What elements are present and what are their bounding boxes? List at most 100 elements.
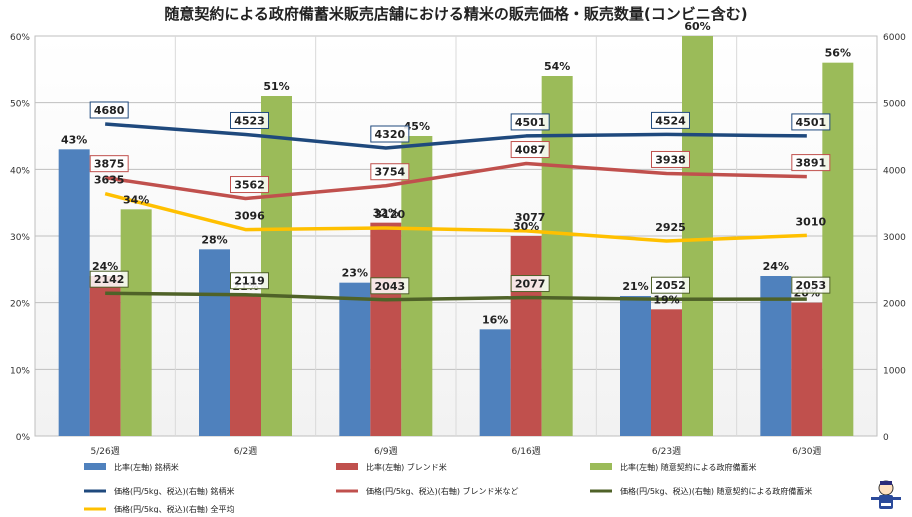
line-value-label-box <box>230 176 269 194</box>
line-value-label-box <box>510 275 550 293</box>
bar <box>230 296 261 436</box>
right-axis-tick-label: 2000 <box>883 300 906 310</box>
line-value-label: 2119 <box>234 275 265 288</box>
line-value-label: 3077 <box>515 211 546 224</box>
right-axis-tick-label: 1000 <box>883 366 906 376</box>
legend-label: 価格(円/5kg、税込)(右軸) 随意契約による政府備蓄米 <box>620 486 812 496</box>
right-axis-tick-label: 0 <box>883 433 889 443</box>
right-axis-tick-label: 3000 <box>883 233 906 243</box>
bar <box>261 96 292 436</box>
series-line <box>105 122 807 150</box>
line-value-label: 3120 <box>375 208 406 221</box>
legend-label: 比率(左軸) 随意契約による政府備蓄米 <box>620 462 757 472</box>
line-value-label: 4524 <box>655 114 686 127</box>
line-value-label: 3010 <box>796 215 827 228</box>
line-value-label: 4523 <box>234 114 265 127</box>
series-line <box>104 191 807 243</box>
line-value-label-box <box>230 111 269 129</box>
left-axis-tick-label: 60% <box>10 33 30 43</box>
bar-value-label: 21% <box>622 280 648 293</box>
line-value-label: 3754 <box>375 166 406 179</box>
category-label: 6/23週 <box>652 446 681 457</box>
bar-value-label: 32% <box>373 207 399 220</box>
line-value-label-box <box>230 272 269 290</box>
line-value-label: 4501 <box>796 116 827 129</box>
legend-swatch <box>590 463 612 470</box>
line-value-label: 2925 <box>655 221 686 234</box>
line-value-label: 4501 <box>515 116 546 129</box>
line-value-label: 2142 <box>94 273 125 286</box>
bar-value-label: 51% <box>263 80 289 93</box>
line-value-label: 2053 <box>796 279 827 292</box>
bar <box>370 222 402 436</box>
legend-label: 価格(円/5kg、税込)(右軸) 銘柄米 <box>114 486 235 496</box>
legend-label: 価格(円/5kg、税込)(右軸) ブレンド米など <box>366 486 519 496</box>
line-value-label: 3562 <box>234 179 265 192</box>
axis-layer: 0% 0 10% 1000 20% 2000 30% 3000 40% 4000 50% 5000 60… <box>10 33 906 457</box>
category-label: 6/9週 <box>374 446 398 457</box>
line-value-label-box <box>651 276 690 294</box>
bar <box>620 296 651 436</box>
line-value-label-box <box>510 113 550 131</box>
line-value-label: 2077 <box>515 278 546 291</box>
line-value-label: 3875 <box>94 158 125 171</box>
line-value-label: 2052 <box>655 279 686 292</box>
bar-value-label: 19% <box>653 293 679 306</box>
line-value-label-box <box>89 155 129 173</box>
line-value-label-box <box>510 141 550 159</box>
right-axis-tick-label: 5000 <box>883 100 906 110</box>
bar-value-label: 34% <box>123 193 149 206</box>
line-value-label: 3635 <box>94 174 125 187</box>
line-value-label: 3096 <box>234 210 265 223</box>
line-value-label-box <box>89 270 129 288</box>
legend-label: 比率(左軸) 銘柄米 <box>114 462 179 472</box>
category-label: 5/26週 <box>91 446 120 457</box>
bar-value-label: 24% <box>92 260 118 273</box>
category-label: 6/30週 <box>792 446 821 457</box>
series-line <box>104 161 807 201</box>
line-value-label: 3891 <box>796 157 827 170</box>
right-axis-tick-label: 4000 <box>883 166 906 176</box>
left-axis-tick-label: 10% <box>10 366 30 376</box>
label-layer: 43%28%23%16%21%24%24%21%32%30%19%20%34%5… <box>61 20 851 326</box>
left-axis-tick-label: 30% <box>10 233 30 243</box>
left-axis-tick-label: 40% <box>10 166 30 176</box>
bar-value-label: 60% <box>684 20 710 33</box>
bar <box>760 276 792 436</box>
line-value-label-box <box>370 277 410 295</box>
bar-value-label: 54% <box>544 60 570 73</box>
bar-value-label: 56% <box>825 47 851 60</box>
line-value-label-box <box>791 276 831 294</box>
bar-value-label: 45% <box>404 120 430 133</box>
bar-layer <box>58 36 854 437</box>
line-value-label-box <box>791 154 831 172</box>
category-label: 6/16週 <box>512 446 541 457</box>
bar-value-label: 24% <box>763 260 789 273</box>
right-axis-tick-label: 6000 <box>883 33 906 43</box>
left-axis-tick-label: 50% <box>10 100 30 110</box>
left-axis-tick-label: 20% <box>10 300 30 310</box>
line-value-label-box <box>651 111 690 129</box>
legend-swatch <box>336 463 358 470</box>
legend-label: 比率(左軸) ブレンド米 <box>366 462 447 472</box>
legend-layer: 比率(左軸) 銘柄米 比率(左軸) ブレンド米 比率(左軸) 随意契約による政府備蓄… <box>84 462 812 514</box>
bar-value-label: 28% <box>201 233 227 246</box>
bar <box>791 302 823 436</box>
legend-label: 価格(円/5kg、税込)(右軸) 全平均 <box>114 504 235 513</box>
bar <box>651 309 682 436</box>
grid-layer <box>34 35 878 437</box>
line-value-label: 4087 <box>515 144 546 157</box>
bar <box>510 236 542 436</box>
bar-value-label: 43% <box>61 133 87 146</box>
left-axis-tick-label: 0% <box>16 433 31 443</box>
line-value-label: 4680 <box>94 104 125 117</box>
line-value-label: 4320 <box>375 128 406 141</box>
line-value-label-box <box>791 113 831 131</box>
bar-value-label: 30% <box>513 220 539 233</box>
bar <box>682 36 713 436</box>
bar-value-label: 23% <box>342 267 368 280</box>
line-value-label: 3938 <box>655 153 686 166</box>
bar <box>479 329 511 436</box>
